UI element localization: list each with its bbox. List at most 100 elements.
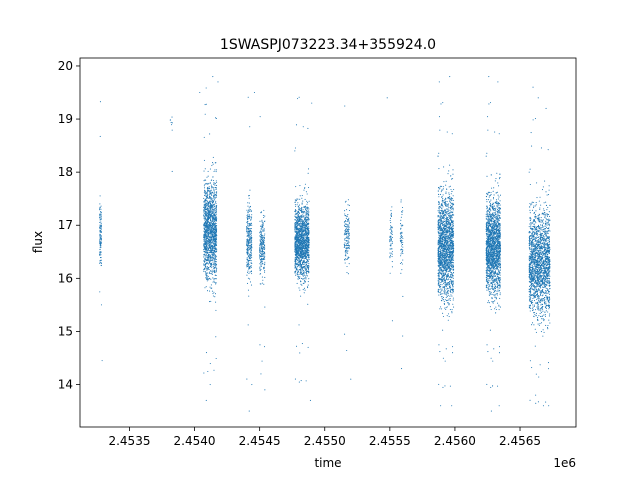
data-point bbox=[215, 265, 217, 267]
data-point bbox=[448, 170, 450, 172]
data-point bbox=[390, 210, 392, 212]
data-point bbox=[304, 183, 306, 185]
data-point bbox=[452, 282, 454, 284]
data-point bbox=[348, 237, 350, 240]
data-point bbox=[449, 164, 451, 166]
data-point bbox=[302, 249, 304, 252]
data-point bbox=[295, 260, 297, 262]
data-point bbox=[214, 263, 216, 265]
data-point bbox=[303, 254, 305, 256]
data-point bbox=[346, 240, 348, 242]
data-point bbox=[209, 215, 211, 217]
data-point bbox=[391, 226, 393, 228]
data-point bbox=[250, 219, 252, 221]
data-point bbox=[300, 283, 302, 285]
data-point bbox=[210, 232, 212, 234]
data-point bbox=[215, 217, 217, 219]
data-point bbox=[214, 210, 216, 212]
data-point bbox=[247, 218, 249, 220]
data-point bbox=[214, 274, 216, 276]
data-point bbox=[302, 239, 304, 241]
data-point bbox=[203, 180, 205, 182]
data-point bbox=[448, 315, 450, 318]
data-point bbox=[306, 230, 308, 232]
data-point bbox=[449, 278, 451, 281]
data-point bbox=[212, 209, 214, 211]
data-point bbox=[203, 192, 205, 194]
data-point bbox=[210, 213, 212, 215]
data-point bbox=[401, 269, 403, 271]
data-point bbox=[302, 228, 304, 230]
data-point bbox=[207, 258, 210, 260]
data-point bbox=[250, 267, 252, 269]
data-point bbox=[448, 220, 450, 222]
data-point bbox=[345, 255, 347, 257]
data-point bbox=[204, 245, 206, 247]
data-point bbox=[247, 324, 249, 326]
data-point bbox=[210, 278, 212, 280]
data-point bbox=[446, 263, 448, 265]
data-point bbox=[251, 224, 253, 226]
data-point bbox=[437, 242, 439, 244]
data-point bbox=[297, 220, 299, 223]
data-point bbox=[208, 272, 211, 274]
data-point bbox=[302, 289, 304, 291]
data-point bbox=[306, 275, 309, 277]
data-point bbox=[169, 119, 172, 121]
data-point bbox=[213, 214, 215, 216]
data-point bbox=[212, 250, 214, 252]
data-point bbox=[210, 216, 212, 218]
data-point bbox=[295, 267, 297, 269]
data-point bbox=[438, 207, 441, 209]
data-point bbox=[261, 263, 264, 265]
data-point bbox=[303, 244, 306, 246]
data-point bbox=[303, 257, 305, 260]
data-point bbox=[296, 204, 298, 206]
data-point bbox=[204, 258, 206, 260]
data-point bbox=[259, 220, 261, 222]
data-point bbox=[251, 253, 253, 255]
data-point bbox=[100, 231, 102, 233]
data-point bbox=[308, 239, 310, 241]
data-point bbox=[260, 212, 262, 214]
data-point bbox=[389, 239, 391, 241]
data-point bbox=[210, 262, 212, 264]
data-point bbox=[301, 265, 303, 268]
data-point bbox=[246, 217, 248, 219]
data-point bbox=[261, 253, 263, 255]
data-point bbox=[213, 239, 215, 241]
data-point bbox=[213, 199, 215, 201]
data-point bbox=[203, 243, 205, 245]
data-point bbox=[452, 281, 454, 283]
data-point bbox=[212, 242, 214, 244]
data-point bbox=[214, 186, 216, 189]
data-point bbox=[446, 276, 448, 278]
data-point bbox=[300, 380, 302, 382]
data-point bbox=[298, 240, 300, 242]
data-point bbox=[207, 226, 209, 228]
data-point bbox=[390, 243, 392, 245]
data-point bbox=[296, 223, 298, 225]
data-point bbox=[304, 223, 306, 225]
data-point bbox=[347, 257, 349, 259]
data-point bbox=[444, 385, 446, 387]
data-point bbox=[100, 252, 102, 254]
data-point bbox=[248, 232, 250, 234]
data-point bbox=[439, 270, 441, 272]
data-point bbox=[451, 229, 454, 231]
data-point bbox=[389, 252, 391, 254]
data-point bbox=[209, 259, 211, 261]
data-point bbox=[210, 245, 212, 247]
data-point bbox=[307, 281, 309, 283]
data-point bbox=[307, 228, 309, 230]
data-point bbox=[390, 213, 392, 215]
data-point bbox=[211, 185, 213, 188]
data-point bbox=[297, 273, 299, 275]
data-point bbox=[214, 293, 216, 295]
data-point bbox=[209, 286, 211, 288]
data-point bbox=[450, 193, 452, 195]
data-point bbox=[203, 225, 205, 227]
data-point bbox=[294, 213, 296, 215]
data-point bbox=[298, 255, 301, 257]
data-point bbox=[204, 238, 206, 240]
